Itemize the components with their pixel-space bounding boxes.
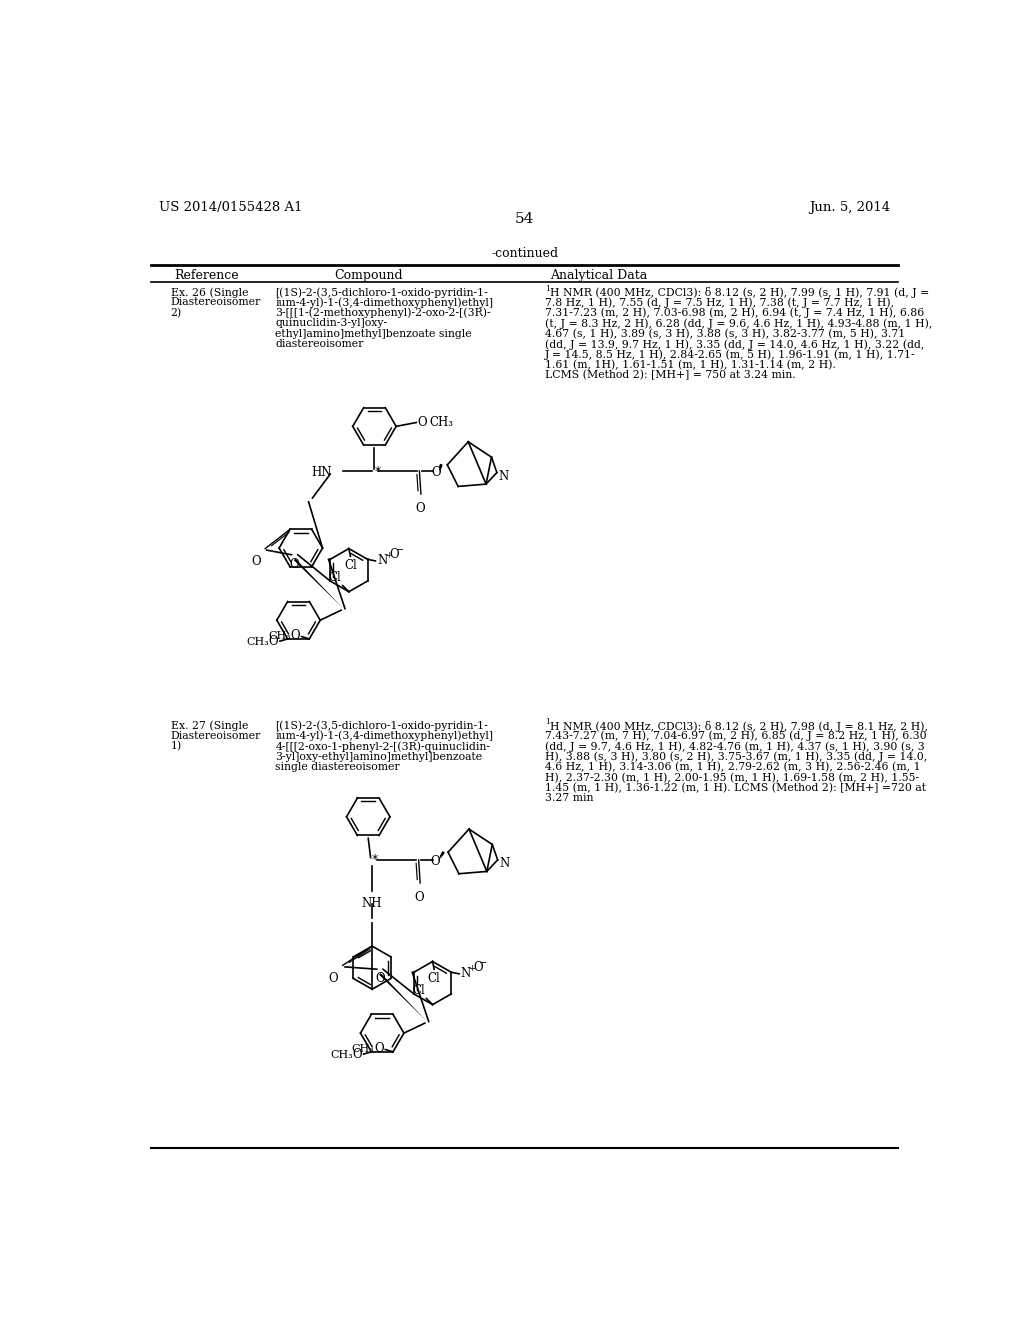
Text: quinuclidin-3-yl]oxy-: quinuclidin-3-yl]oxy- — [275, 318, 387, 329]
Text: (dd, J = 9.7, 4.6 Hz, 1 H), 4.82-4.76 (m, 1 H), 4.37 (s, 1 H), 3.90 (s, 3: (dd, J = 9.7, 4.6 Hz, 1 H), 4.82-4.76 (m… — [545, 742, 925, 752]
Text: Ex. 26 (Single: Ex. 26 (Single — [171, 286, 248, 297]
Text: J = 14.5, 8.5 Hz, 1 H), 2.84-2.65 (m, 5 H), 1.96-1.91 (m, 1 H), 1.71-: J = 14.5, 8.5 Hz, 1 H), 2.84-2.65 (m, 5 … — [545, 350, 915, 360]
Text: 1.45 (m, 1 H), 1.36-1.22 (m, 1 H). LCMS (Method 2): [MH+] =720 at: 1.45 (m, 1 H), 1.36-1.22 (m, 1 H). LCMS … — [545, 783, 926, 793]
Text: Cl: Cl — [412, 983, 425, 997]
Text: H), 2.37-2.30 (m, 1 H), 2.00-1.95 (m, 1 H), 1.69-1.58 (m, 2 H), 1.55-: H), 2.37-2.30 (m, 1 H), 2.00-1.95 (m, 1 … — [545, 772, 920, 783]
Text: Cl: Cl — [344, 560, 356, 573]
Text: 4-[[[2-oxo-1-phenyl-2-[(3R)-quinuclidin-: 4-[[[2-oxo-1-phenyl-2-[(3R)-quinuclidin- — [275, 742, 490, 752]
Text: 2): 2) — [171, 308, 182, 318]
Text: 7.43-7.27 (m, 7 H), 7.04-6.97 (m, 2 H), 6.85 (d, J = 8.2 Hz, 1 H), 6.30: 7.43-7.27 (m, 7 H), 7.04-6.97 (m, 2 H), … — [545, 731, 927, 742]
Text: ium-4-yl)-1-(3,4-dimethoxyphenyl)ethyl]: ium-4-yl)-1-(3,4-dimethoxyphenyl)ethyl] — [275, 731, 494, 742]
Text: 1): 1) — [171, 742, 182, 751]
Text: O: O — [251, 554, 261, 568]
Polygon shape — [294, 558, 343, 609]
Text: Diastereoisomer: Diastereoisomer — [171, 297, 261, 308]
Text: [(1S)-2-(3,5-dichloro-1-oxido-pyridin-1-: [(1S)-2-(3,5-dichloro-1-oxido-pyridin-1- — [275, 721, 488, 731]
Text: CH₃: CH₃ — [429, 416, 454, 429]
Text: 3.27 min: 3.27 min — [545, 793, 594, 804]
Text: O: O — [432, 466, 441, 479]
Text: *: * — [375, 465, 381, 478]
Text: +: + — [385, 550, 391, 560]
Text: O: O — [268, 635, 279, 648]
Text: 1: 1 — [545, 285, 550, 293]
Text: N: N — [377, 554, 387, 568]
Text: O: O — [290, 558, 299, 570]
Text: 1.61 (m, 1H), 1.61-1.51 (m, 1 H), 1.31-1.14 (m, 2 H).: 1.61 (m, 1H), 1.61-1.51 (m, 1 H), 1.31-1… — [545, 360, 836, 370]
Text: CH₃: CH₃ — [351, 1044, 375, 1053]
Text: diastereoisomer: diastereoisomer — [275, 339, 364, 348]
Text: (t, J = 8.3 Hz, 2 H), 6.28 (dd, J = 9.6, 4.6 Hz, 1 H), 4.93-4.88 (m, 1 H),: (t, J = 8.3 Hz, 2 H), 6.28 (dd, J = 9.6,… — [545, 318, 932, 329]
Text: Analytical Data: Analytical Data — [550, 268, 647, 281]
Polygon shape — [379, 973, 427, 1022]
Text: O: O — [389, 548, 399, 561]
Text: O: O — [374, 1043, 384, 1055]
Text: O: O — [431, 855, 440, 869]
Text: Diastereoisomer: Diastereoisomer — [171, 731, 261, 741]
Text: CH₃: CH₃ — [330, 1049, 352, 1060]
Text: Ex. 27 (Single: Ex. 27 (Single — [171, 721, 248, 731]
Text: 1: 1 — [545, 718, 550, 726]
Text: O: O — [291, 630, 300, 643]
Text: O: O — [352, 1048, 362, 1061]
Text: H), 3.88 (s, 3 H), 3.80 (s, 2 H), 3.75-3.67 (m, 1 H), 3.35 (dd, J = 14.0,: H), 3.88 (s, 3 H), 3.80 (s, 2 H), 3.75-3… — [545, 751, 927, 762]
Text: H NMR (400 MHz, CDCl3): δ 8.12 (s, 2 H), 7.99 (s, 1 H), 7.91 (d, J =: H NMR (400 MHz, CDCl3): δ 8.12 (s, 2 H),… — [550, 286, 930, 298]
Text: 4.67 (s, 1 H), 3.89 (s, 3 H), 3.88 (s, 3 H), 3.82-3.77 (m, 5 H), 3.71: 4.67 (s, 1 H), 3.89 (s, 3 H), 3.88 (s, 3… — [545, 329, 905, 339]
Text: *: * — [372, 853, 378, 866]
Text: O: O — [418, 416, 427, 429]
Text: CH₃: CH₃ — [268, 631, 291, 640]
Text: Compound: Compound — [334, 268, 402, 281]
Text: N: N — [500, 857, 510, 870]
Text: N: N — [461, 968, 471, 981]
Text: 7.31-7.23 (m, 2 H), 7.03-6.98 (m, 2 H), 6.94 (t, J = 7.4 Hz, 1 H), 6.86: 7.31-7.23 (m, 2 H), 7.03-6.98 (m, 2 H), … — [545, 308, 925, 318]
Text: O: O — [473, 961, 482, 974]
Text: 54: 54 — [515, 213, 535, 226]
Text: O: O — [329, 972, 338, 985]
Text: Reference: Reference — [174, 268, 240, 281]
Text: −: − — [479, 958, 487, 968]
Text: O: O — [375, 973, 385, 985]
Text: LCMS (Method 2): [MH+] = 750 at 3.24 min.: LCMS (Method 2): [MH+] = 750 at 3.24 min… — [545, 370, 796, 380]
Text: -continued: -continued — [492, 247, 558, 260]
Text: H NMR (400 MHz, CDCl3): δ 8.12 (s, 2 H), 7.98 (d, J = 8.1 Hz, 2 H),: H NMR (400 MHz, CDCl3): δ 8.12 (s, 2 H),… — [550, 721, 929, 731]
Text: −: − — [395, 545, 403, 556]
Text: CH₃: CH₃ — [247, 638, 269, 647]
Text: Jun. 5, 2014: Jun. 5, 2014 — [810, 201, 891, 214]
Text: single diastereoisomer: single diastereoisomer — [275, 762, 400, 772]
Text: ium-4-yl)-1-(3,4-dimethoxyphenyl)ethyl]: ium-4-yl)-1-(3,4-dimethoxyphenyl)ethyl] — [275, 297, 494, 308]
Text: 4.6 Hz, 1 H), 3.14-3.06 (m, 1 H), 2.79-2.62 (m, 3 H), 2.56-2.46 (m, 1: 4.6 Hz, 1 H), 3.14-3.06 (m, 1 H), 2.79-2… — [545, 762, 921, 772]
Text: N: N — [499, 470, 509, 483]
Text: O: O — [415, 891, 424, 904]
Text: HN: HN — [311, 466, 332, 479]
Text: 7.8 Hz, 1 H), 7.55 (d, J = 7.5 Hz, 1 H), 7.38 (t, J = 7.7 Hz, 1 H),: 7.8 Hz, 1 H), 7.55 (d, J = 7.5 Hz, 1 H),… — [545, 297, 894, 308]
Text: Cl: Cl — [329, 572, 341, 583]
Text: 3-yl]oxy-ethyl]amino]methyl]benzoate: 3-yl]oxy-ethyl]amino]methyl]benzoate — [275, 751, 482, 762]
Text: ethyl]amino]methyl]benzoate single: ethyl]amino]methyl]benzoate single — [275, 329, 472, 338]
Text: +: + — [468, 964, 475, 973]
Text: O: O — [416, 502, 425, 515]
Text: Cl: Cl — [428, 973, 440, 985]
Text: 3-[[[1-(2-methoxyphenyl)-2-oxo-2-[(3R)-: 3-[[[1-(2-methoxyphenyl)-2-oxo-2-[(3R)- — [275, 308, 490, 318]
Text: NH: NH — [361, 896, 382, 909]
Text: US 2014/0155428 A1: US 2014/0155428 A1 — [159, 201, 302, 214]
Text: [(1S)-2-(3,5-dichloro-1-oxido-pyridin-1-: [(1S)-2-(3,5-dichloro-1-oxido-pyridin-1- — [275, 286, 488, 297]
Text: (dd, J = 13.9, 9.7 Hz, 1 H), 3.35 (dd, J = 14.0, 4.6 Hz, 1 H), 3.22 (dd,: (dd, J = 13.9, 9.7 Hz, 1 H), 3.35 (dd, J… — [545, 339, 925, 350]
